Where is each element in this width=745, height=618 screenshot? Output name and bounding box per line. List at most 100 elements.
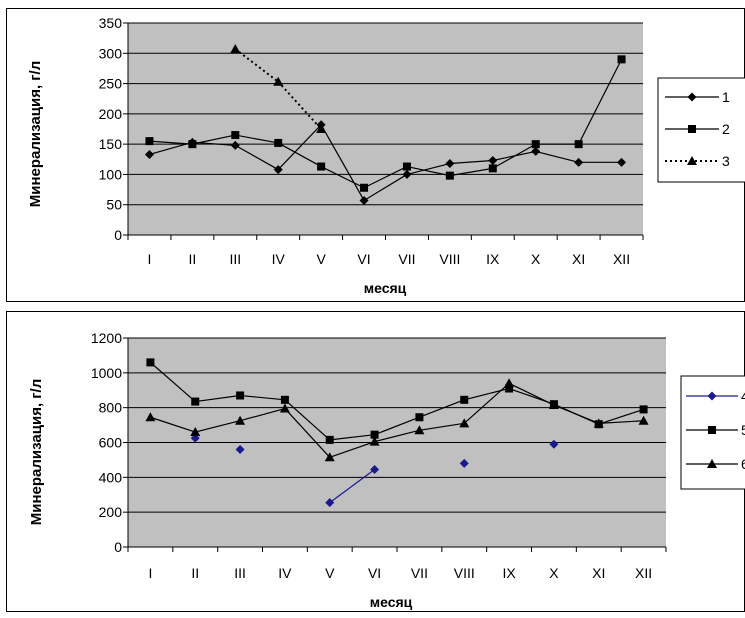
y-tick-label: 100	[99, 166, 123, 182]
legend-label: 6	[741, 456, 745, 472]
y-tick-label: 200	[99, 504, 123, 520]
series-line-segment	[374, 429, 420, 443]
x-tick-label: XI	[572, 251, 585, 267]
series-5	[146, 358, 648, 444]
data-point	[548, 400, 559, 410]
data-point	[325, 435, 334, 444]
data-point	[273, 165, 283, 175]
x-tick-label: VIII	[454, 565, 475, 581]
data-point	[191, 397, 200, 406]
x-tick-label: VI	[357, 251, 370, 267]
series-line-segment	[235, 134, 279, 144]
x-tick-label: VI	[368, 565, 381, 581]
series-line-segment	[508, 382, 555, 406]
legend-label: 3	[722, 153, 730, 169]
data-point	[617, 55, 626, 64]
x-axis-label: месяц	[370, 594, 413, 610]
y-tick-label: 0	[114, 539, 122, 555]
series-1	[144, 120, 627, 205]
data-point	[145, 137, 154, 146]
series-line-segment	[419, 399, 465, 418]
x-tick-label: XII	[613, 251, 630, 267]
chart-panel-bottom: 0 200 400 600 800 1000 1200 I II III IV V VI VII VIII…	[6, 311, 745, 612]
series-line-segment	[598, 420, 644, 424]
y-axis-label: Минерализация, г/л	[28, 379, 45, 525]
series-line-segment	[149, 140, 193, 145]
data-point	[359, 195, 369, 205]
data-point	[574, 140, 583, 149]
y-tick-label: 1000	[91, 365, 122, 381]
data-point	[145, 412, 156, 422]
series-line-segment	[406, 165, 450, 177]
data-point	[531, 146, 541, 156]
data-point	[360, 183, 369, 192]
x-axis-label: месяц	[364, 280, 407, 296]
data-point	[459, 418, 470, 428]
data-point	[188, 140, 197, 149]
data-point	[531, 140, 540, 149]
series-line-segment	[535, 150, 579, 163]
data-point	[488, 155, 498, 165]
data-point	[230, 44, 241, 54]
series-line-segment	[406, 162, 451, 176]
data-point	[593, 418, 604, 428]
x-tick-label: X	[549, 565, 559, 581]
data-point	[617, 157, 627, 167]
data-point	[370, 430, 379, 439]
y-tick-label: 0	[114, 227, 122, 243]
series-line-segment	[284, 399, 331, 441]
legend-marker	[708, 426, 716, 434]
series-line-segment	[492, 143, 537, 169]
series-line-segment	[277, 142, 322, 168]
series-3	[230, 44, 327, 133]
data-point	[370, 464, 380, 474]
data-point	[639, 405, 648, 414]
data-point	[324, 452, 335, 462]
legend-label: 4	[741, 388, 745, 404]
data-point	[459, 458, 469, 468]
x-tick-label: II	[191, 565, 199, 581]
series-line-segment	[449, 167, 493, 177]
x-tick-label: VII	[398, 251, 415, 267]
plot-area	[128, 23, 643, 235]
x-tick-label: IV	[278, 565, 292, 581]
data-point	[190, 427, 201, 437]
y-tick-label: 800	[99, 400, 123, 416]
series-line-segment	[578, 59, 623, 145]
legend-marker	[707, 459, 717, 468]
data-point	[273, 76, 284, 86]
series-line-segment	[195, 420, 241, 433]
y-tick-label: 400	[99, 469, 123, 485]
data-point	[274, 138, 283, 147]
series-4	[190, 433, 559, 508]
series-6	[145, 378, 649, 462]
x-tick-label: III	[234, 565, 246, 581]
legend-marker	[687, 156, 697, 165]
y-tick-label: 1200	[91, 330, 122, 346]
series-line-segment	[150, 361, 196, 403]
series-line-segment	[598, 408, 644, 425]
y-tick-label: 250	[99, 76, 123, 92]
y-tick-label: 600	[99, 435, 123, 451]
y-tick-label: 350	[99, 15, 123, 31]
data-point	[369, 436, 380, 446]
legend-label: 1	[722, 89, 730, 105]
x-tick-label: XI	[592, 565, 605, 581]
x-tick-label: XII	[635, 565, 652, 581]
series-line-segment	[320, 166, 365, 189]
y-axis-label: Минерализация, г/л	[27, 61, 44, 207]
x-tick-label: I	[148, 251, 152, 267]
data-point	[144, 149, 154, 159]
data-point	[325, 498, 335, 508]
data-point	[146, 358, 155, 367]
legend-marker	[687, 92, 697, 102]
data-point	[414, 425, 425, 435]
x-tick-label: V	[316, 251, 326, 267]
y-tick-label: 200	[99, 106, 123, 122]
series-line-segment	[234, 144, 279, 171]
data-point	[235, 444, 245, 454]
data-point	[574, 157, 584, 167]
x-tick-label: IV	[272, 251, 286, 267]
